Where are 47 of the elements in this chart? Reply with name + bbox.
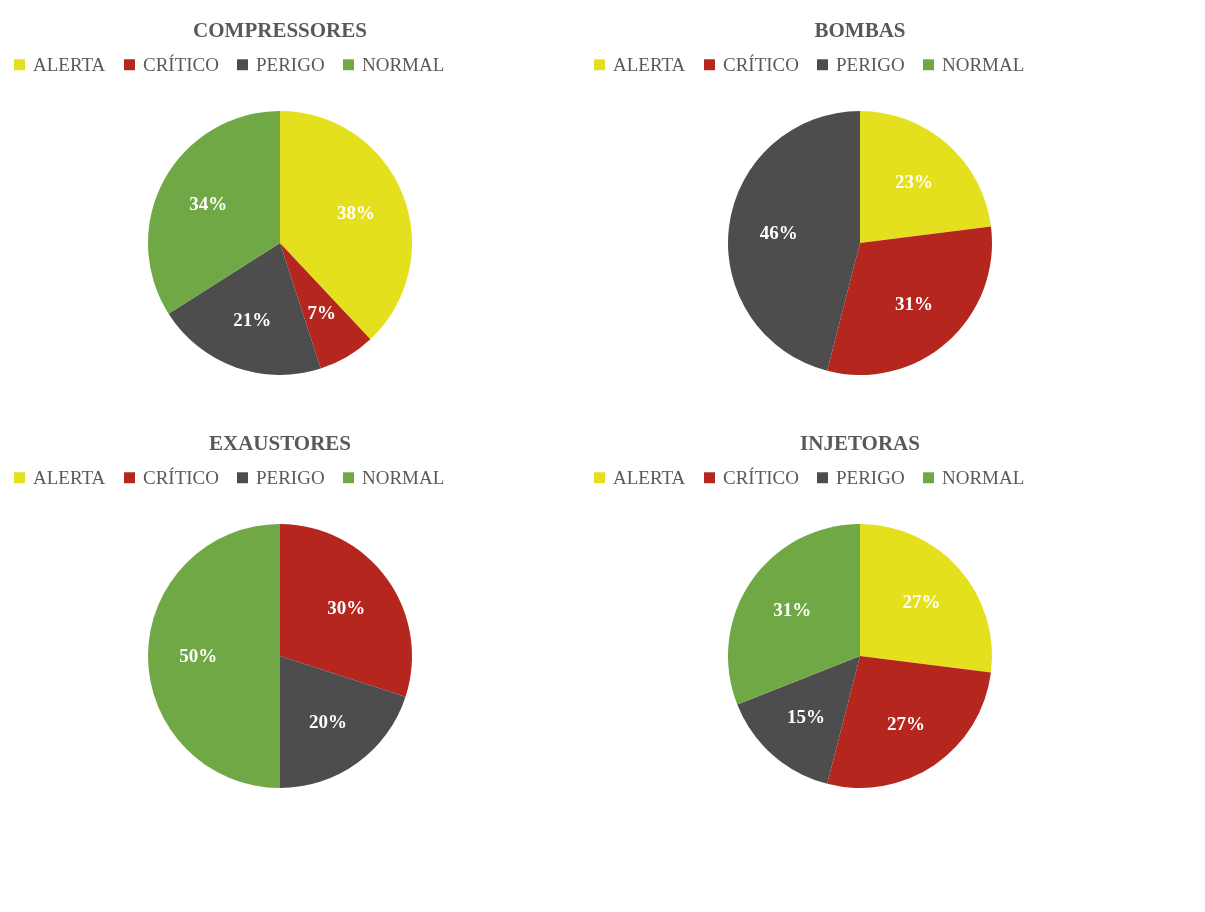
pie-slice (860, 524, 992, 673)
data-label: 7% (307, 302, 336, 324)
legend-label: PERIGO (256, 53, 325, 75)
data-label: 27% (887, 712, 925, 734)
legend-label: PERIGO (256, 466, 325, 488)
pie-slice (148, 524, 280, 788)
legend-label: PERIGO (836, 53, 905, 75)
legend-label: ALERTA (33, 53, 106, 75)
legend-label: NORMAL (362, 53, 445, 75)
legend-label: ALERTA (613, 53, 686, 75)
pie-slice (827, 656, 991, 788)
legend-label: CRÍTICO (723, 466, 799, 488)
legend-label: NORMAL (942, 53, 1025, 75)
legend-label: ALERTA (33, 466, 106, 488)
chart-title: BOMBAS (814, 18, 906, 42)
legend-label: CRÍTICO (143, 466, 219, 488)
legend-label: ALERTA (613, 466, 686, 488)
data-label: 34% (189, 192, 228, 214)
data-label: 27% (902, 590, 941, 612)
pie-slice (148, 111, 280, 314)
legend-label: CRÍTICO (143, 53, 219, 75)
pie-slice (728, 111, 860, 371)
data-label: 23% (895, 170, 934, 192)
pie-slice (280, 243, 371, 369)
pie-slice (827, 226, 992, 375)
chart-title: EXAUSTORES (209, 431, 351, 455)
pie-slice (280, 524, 412, 697)
data-label: 15% (786, 706, 825, 728)
pie-slice (860, 111, 991, 243)
data-label: 30% (327, 596, 366, 618)
data-label: 20% (309, 711, 348, 733)
legend-label: PERIGO (836, 466, 905, 488)
pie-slice (280, 111, 412, 340)
data-label: 31% (895, 293, 934, 315)
legend-label: CRÍTICO (723, 53, 799, 75)
pie-slice (728, 524, 860, 705)
legend-label: NORMAL (942, 466, 1025, 488)
pie-slice (737, 656, 860, 784)
data-label: 50% (179, 645, 218, 666)
pie-slice (280, 656, 406, 788)
legend-label: NORMAL (362, 466, 445, 488)
data-label: 21% (233, 309, 272, 330)
chart-title: INJETORAS (800, 431, 920, 455)
data-label: 31% (773, 599, 812, 620)
data-label: 38% (337, 201, 376, 223)
data-label: 46% (759, 221, 798, 243)
chart-title: COMPRESSORES (193, 18, 367, 42)
